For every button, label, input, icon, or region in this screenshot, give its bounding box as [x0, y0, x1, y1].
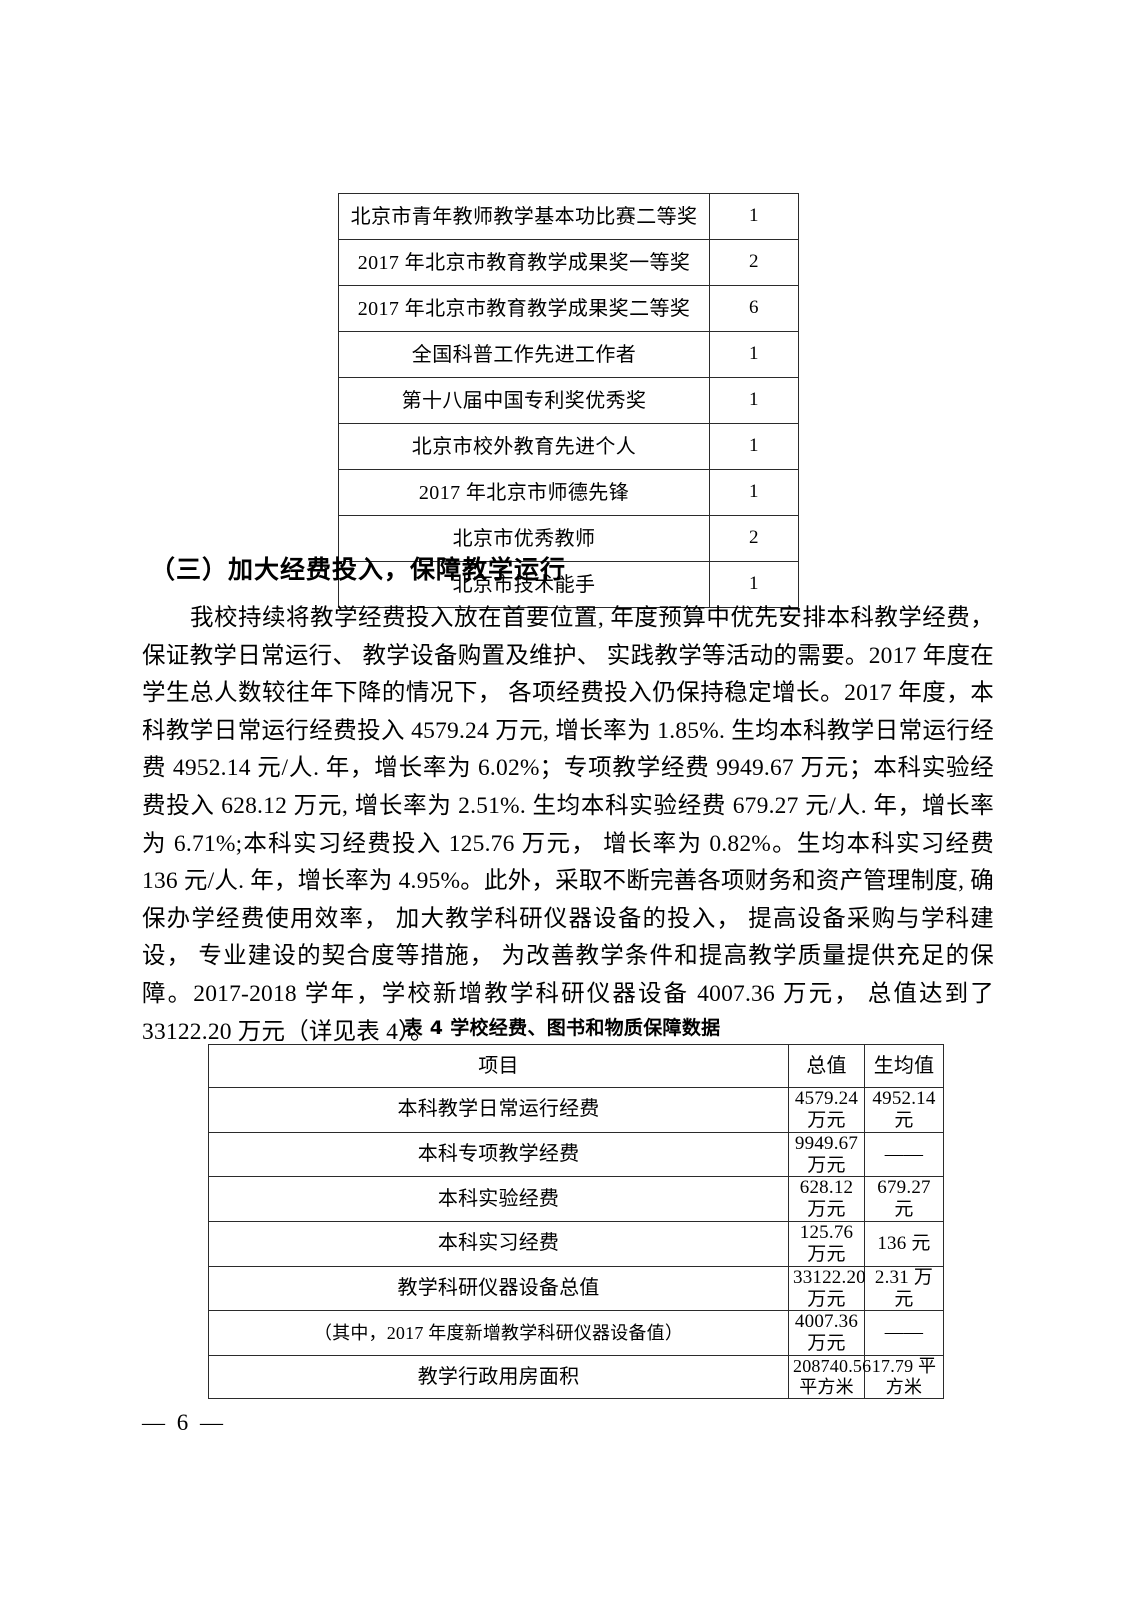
- awards-table: 北京市青年教师教学基本功比赛二等奖 1 2017 年北京市教育教学成果奖一等奖 …: [338, 193, 799, 608]
- table-row: 全国科普工作先进工作者 1: [338, 331, 799, 378]
- award-count-cell: 1: [709, 561, 799, 608]
- table-row: 教学科研仪器设备总值 33122.20 万元 2.31 万元: [208, 1265, 944, 1312]
- funding-per-student-cell: ——: [864, 1310, 944, 1357]
- award-count-cell: 2: [709, 515, 799, 562]
- table-row: 本科实习经费 125.76 万元 136 元: [208, 1221, 944, 1267]
- funding-per-student-cell: 679.27 元: [864, 1176, 944, 1223]
- funding-per-student-cell: 4952.14 元: [864, 1087, 944, 1133]
- award-count-cell: 1: [709, 331, 799, 378]
- award-name-cell: 全国科普工作先进工作者: [338, 331, 710, 378]
- funding-total-cell: 628.12 万元: [788, 1176, 865, 1223]
- funding-item-cell: 本科教学日常运行经费: [208, 1087, 789, 1133]
- table-row: 本科专项教学经费 9949.67 万元 ——: [208, 1131, 944, 1178]
- table-row: 北京市优秀教师 2: [338, 515, 799, 562]
- funding-total-cell: 125.76 万元: [788, 1221, 865, 1267]
- page-number: — 6 —: [142, 1410, 226, 1435]
- award-name-cell: 北京市校外教育先进个人: [338, 423, 710, 470]
- funding-item-cell: 教学科研仪器设备总值: [208, 1265, 789, 1312]
- award-name-cell: 2017 年北京市教育教学成果奖二等奖: [338, 285, 710, 332]
- funding-per-student-cell: 2.31 万元: [864, 1265, 944, 1312]
- table-header-row: 项目 总值 生均值: [208, 1044, 944, 1088]
- table-row: 教学行政用房面积 208740.56 平方米 17.79 平方米: [208, 1355, 944, 1400]
- funding-total-cell: 4007.36 万元: [788, 1310, 865, 1357]
- section-heading: （三）加大经费投入，保障教学运行: [150, 555, 567, 584]
- award-count-cell: 6: [709, 285, 799, 332]
- table-row: （其中，2017 年度新增教学科研仪器设备值） 4007.36 万元 ——: [208, 1310, 944, 1357]
- funding-total-cell: 9949.67 万元: [788, 1131, 865, 1178]
- funding-item-cell: （其中，2017 年度新增教学科研仪器设备值）: [208, 1310, 789, 1357]
- funding-per-student-cell: 136 元: [864, 1221, 944, 1267]
- table-row: 2017 年北京市师德先锋 1: [338, 469, 799, 516]
- funding-item-cell: 本科专项教学经费: [208, 1131, 789, 1178]
- funding-per-student-cell: ——: [864, 1131, 944, 1178]
- award-count-cell: 1: [709, 193, 799, 240]
- funding-table: 项目 总值 生均值 本科教学日常运行经费 4579.24 万元 4952.14 …: [208, 1044, 944, 1400]
- funding-total-cell: 4579.24 万元: [788, 1087, 865, 1133]
- funding-item-cell: 本科实习经费: [208, 1221, 789, 1267]
- table-row: 北京市青年教师教学基本功比赛二等奖 1: [338, 193, 799, 240]
- award-name-cell: 北京市青年教师教学基本功比赛二等奖: [338, 193, 710, 240]
- funding-per-student-cell: 17.79 平方米: [864, 1355, 944, 1400]
- funding-total-cell: 33122.20 万元: [788, 1265, 866, 1312]
- table-row: 第十八届中国专利奖优秀奖 1: [338, 377, 799, 424]
- table-row: 本科实验经费 628.12 万元 679.27 元: [208, 1176, 944, 1223]
- award-count-cell: 1: [709, 377, 799, 424]
- table-row: 北京市技术能手 1: [338, 561, 799, 608]
- award-count-cell: 1: [709, 469, 799, 516]
- award-name-cell: 第十八届中国专利奖优秀奖: [338, 377, 710, 424]
- funding-item-cell: 本科实验经费: [208, 1176, 789, 1223]
- header-item: 项目: [208, 1044, 789, 1088]
- body-paragraph: 我校持续将教学经费投入放在首要位置, 年度预算中优先安排本科教学经费， 保证教学…: [142, 605, 994, 1045]
- award-count-cell: 2: [709, 239, 799, 286]
- table-row: 2017 年北京市教育教学成果奖二等奖 6: [338, 285, 799, 332]
- funding-item-cell: 教学行政用房面积: [208, 1355, 789, 1400]
- table-row: 北京市校外教育先进个人 1: [338, 423, 799, 470]
- award-name-cell: 2017 年北京市教育教学成果奖一等奖: [338, 239, 710, 286]
- header-total: 总值: [788, 1044, 865, 1088]
- table-row: 本科教学日常运行经费 4579.24 万元 4952.14 元: [208, 1087, 944, 1133]
- funding-total-cell: 208740.56 平方米: [788, 1355, 871, 1400]
- header-per-student: 生均值: [864, 1044, 944, 1088]
- table-row: 2017 年北京市教育教学成果奖一等奖 2: [338, 239, 799, 286]
- award-count-cell: 1: [709, 423, 799, 470]
- award-name-cell: 北京市优秀教师: [338, 515, 710, 562]
- funding-table-body: 项目 总值 生均值 本科教学日常运行经费 4579.24 万元 4952.14 …: [208, 1044, 944, 1400]
- awards-table-body: 北京市青年教师教学基本功比赛二等奖 1 2017 年北京市教育教学成果奖一等奖 …: [338, 193, 799, 608]
- award-name-cell: 2017 年北京市师德先锋: [338, 469, 710, 516]
- table4-caption: 表 4 学校经费、图书和物质保障数据: [403, 1017, 721, 1039]
